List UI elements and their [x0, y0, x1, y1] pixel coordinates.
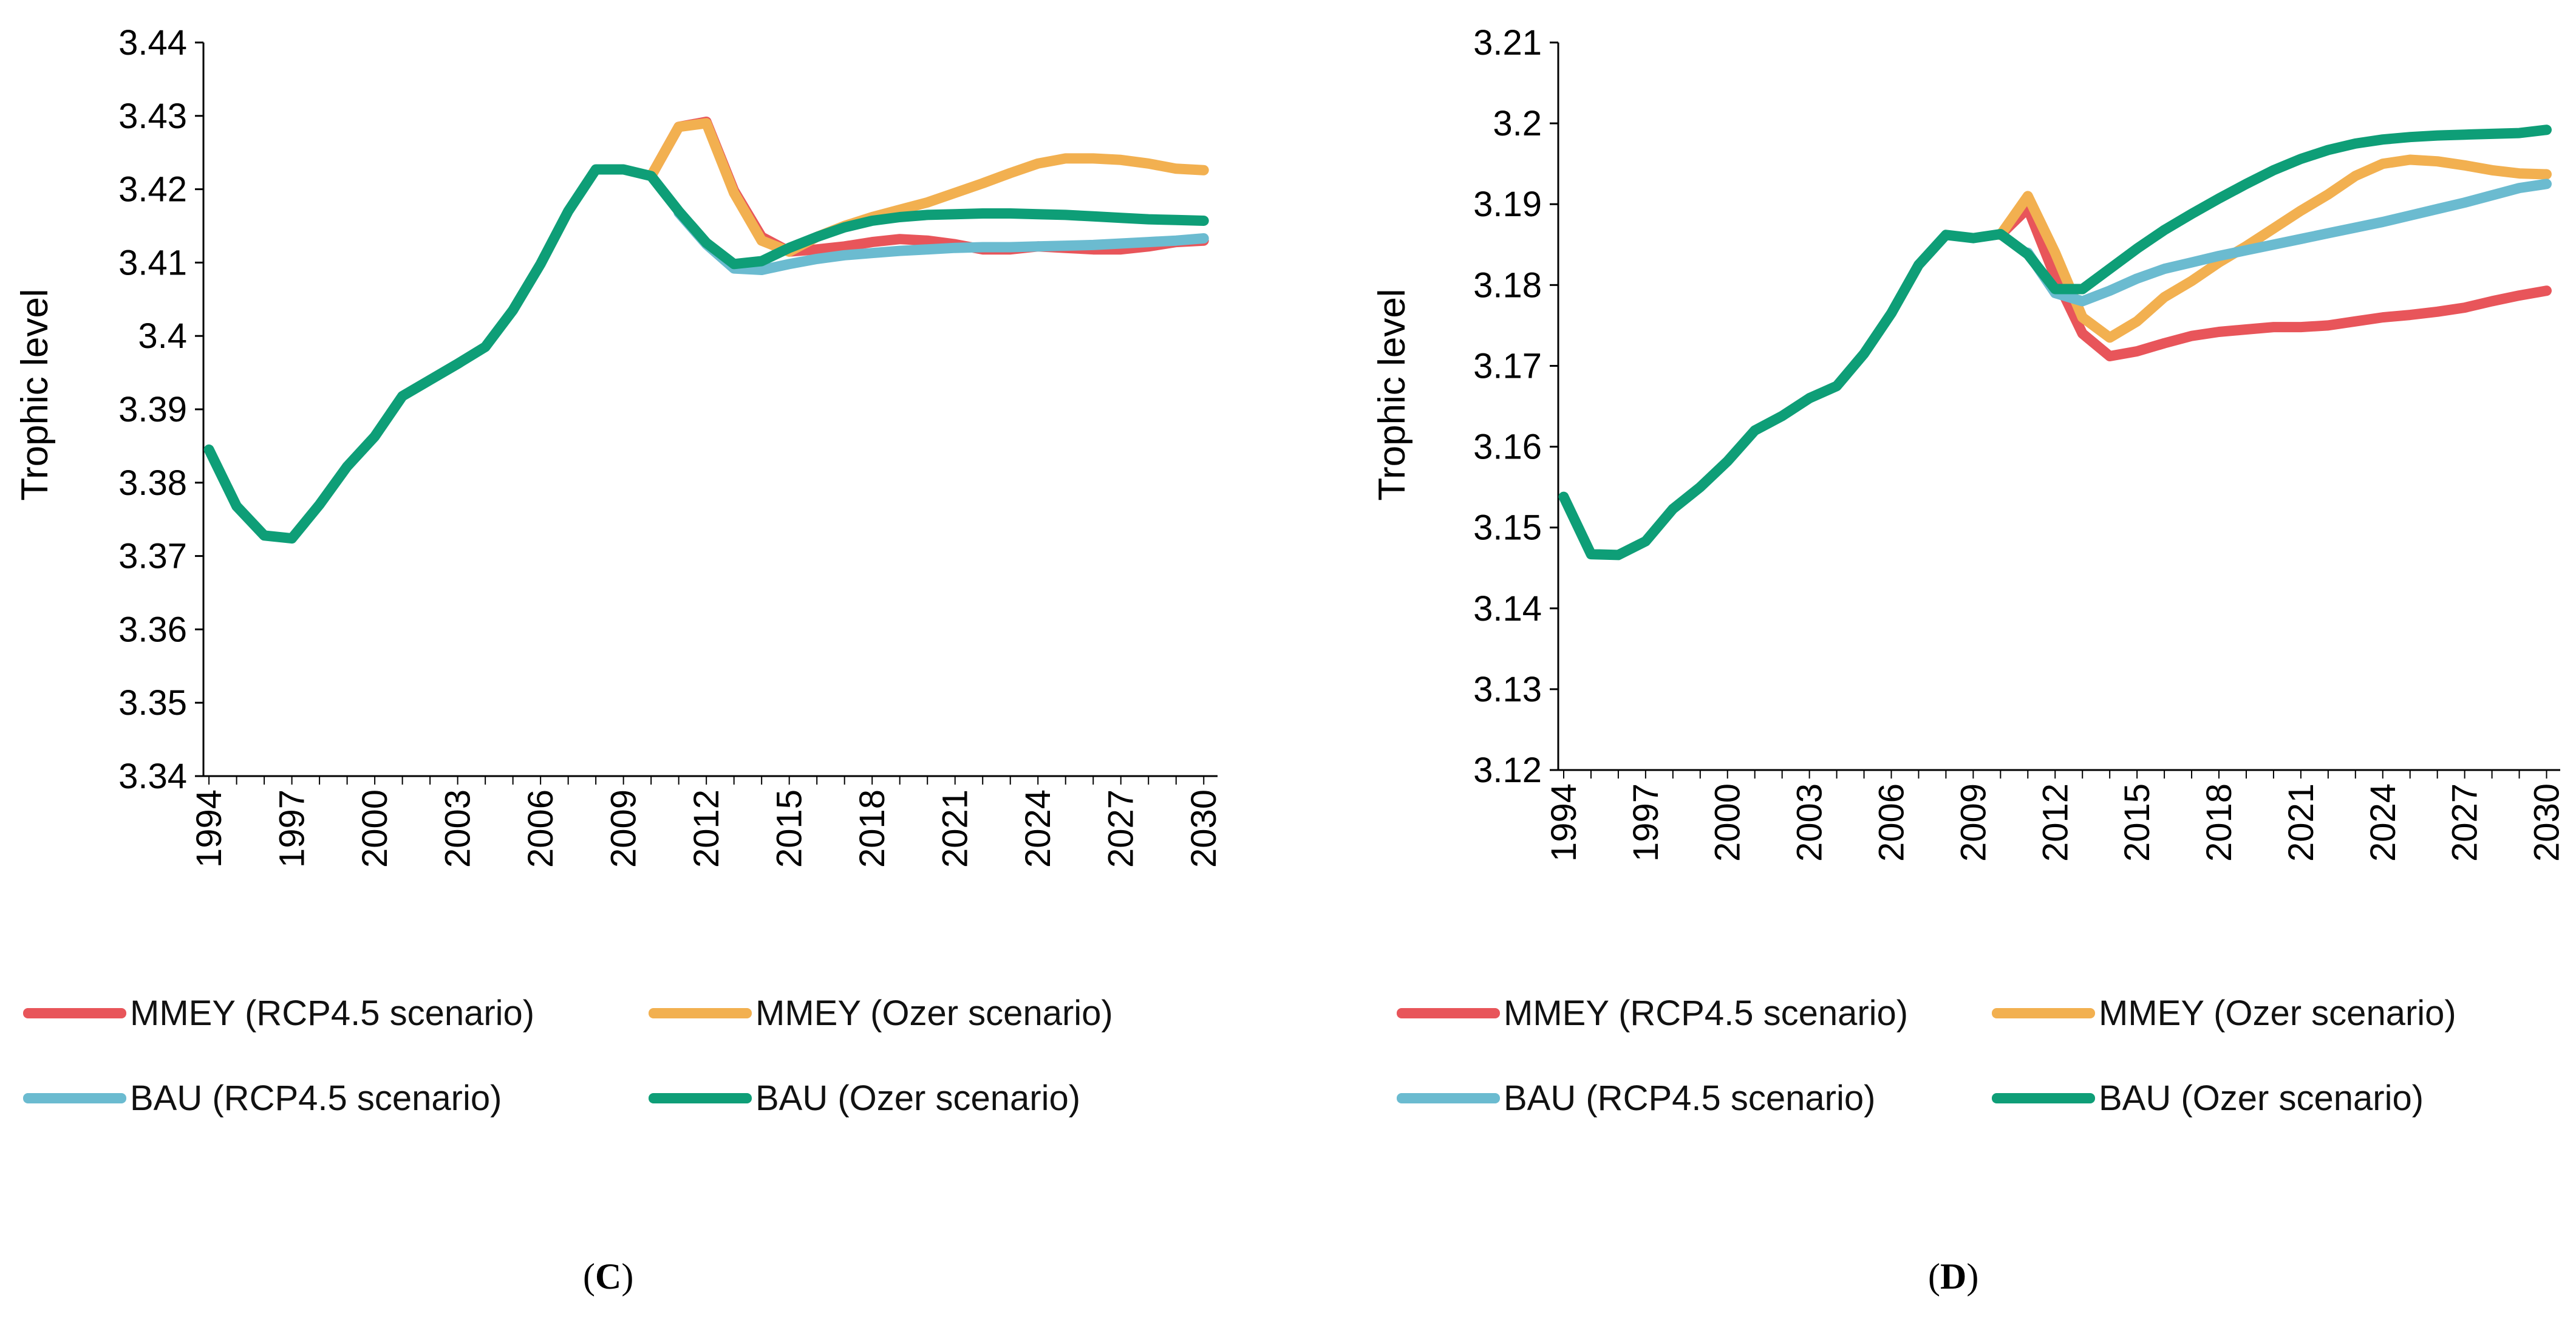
x-tick-label: 2030: [2527, 783, 2567, 862]
legend-swatch-bau-ozer: [1992, 1092, 2095, 1103]
series-line-bau-ozer: [203, 164, 1209, 544]
legend-label: MMEY (Ozer scenario): [2099, 993, 2456, 1033]
y-tick-label: 3.21: [1473, 23, 1542, 63]
x-tick-label: 1997: [1626, 783, 1666, 862]
x-tick-label: 2027: [1102, 789, 1141, 868]
y-tick-label: 3.4: [138, 316, 187, 356]
legend-label: MMEY (RCP4.5 scenario): [130, 993, 535, 1033]
y-tick-label: 3.44: [118, 23, 187, 63]
legend-item-bau-rcp-c: BAU (RCP4.5 scenario): [23, 1074, 502, 1122]
x-tick-label: 2009: [1954, 783, 1993, 862]
y-tick-label: 3.16: [1473, 428, 1542, 467]
legend-item-bau-ozer-d: BAU (Ozer scenario): [1992, 1074, 2424, 1122]
y-tick-label: 3.42: [118, 170, 187, 210]
legend-item-mmey-rcp-d: MMEY (RCP4.5 scenario): [1397, 989, 1908, 1037]
x-tick-label: 2003: [438, 789, 478, 868]
legend-label: BAU (Ozer scenario): [755, 1078, 1081, 1118]
series-line-bau-rcp: [673, 207, 1209, 275]
x-tick-label: 2024: [1018, 789, 1058, 868]
y-tick-label: 3.13: [1473, 670, 1542, 709]
legend-label: BAU (Ozer scenario): [2099, 1078, 2424, 1118]
x-tick-label: 2021: [2281, 783, 2321, 862]
legend-label: MMEY (Ozer scenario): [755, 993, 1113, 1033]
y-tick-label: 3.37: [118, 537, 187, 576]
legend-label: BAU (RCP4.5 scenario): [130, 1078, 502, 1118]
y-tick-label: 3.15: [1473, 508, 1542, 548]
y-tick-label: 3.2: [1493, 104, 1542, 143]
y-tick-label: 3.35: [118, 683, 187, 723]
chart-d-svg: Trophic level 3.123.133.143.153.163.173.…: [1371, 23, 2567, 862]
x-tick-label: 2006: [521, 789, 561, 868]
y-tick-label: 3.19: [1473, 185, 1542, 224]
panel-caption-d: (D): [1928, 1256, 1979, 1297]
chart-panel-c: Trophic level 3.34 3.35 3.36 3.37 3.38 3.39 3.…: [14, 23, 1224, 1297]
legend-swatch-mmey-ozer: [1992, 1007, 2095, 1018]
y-tick-label: 3.39: [118, 390, 187, 429]
legend-item-mmey-rcp-c: MMEY (RCP4.5 scenario): [23, 989, 534, 1037]
x-tick-label: 2027: [2445, 783, 2485, 862]
y-tick-label: 3.41: [118, 243, 187, 282]
x-tick-label: 1994: [1544, 783, 1584, 862]
x-tick-label: 2015: [770, 789, 809, 868]
series-line-mmey-ozer: [646, 118, 1209, 257]
x-tick-label: 2018: [853, 789, 892, 868]
x-tick-label: 2024: [2363, 783, 2403, 862]
x-tick-label: 2000: [355, 789, 395, 868]
legend-swatch-mmey-ozer: [649, 1007, 752, 1018]
y-tick-label: 3.36: [118, 610, 187, 649]
legend-label: BAU (RCP4.5 scenario): [1504, 1078, 1876, 1118]
x-tick-label: 2000: [1708, 783, 1748, 862]
y-tick-label: 3.12: [1473, 751, 1542, 790]
legend-swatch-bau-ozer: [649, 1092, 752, 1103]
x-tick-label: 2006: [1872, 783, 1912, 862]
y-tick-label: 3.18: [1473, 265, 1542, 305]
chart-panel-d: Trophic level 3.12 3.13 3.14 3.15 3.16 3.17 3.…: [1288, 0, 2576, 1336]
legend-item-mmey-ozer-d: MMEY (Ozer scenario): [1992, 989, 2456, 1037]
chart-c-svg: Trophic level 3.343.353.363.373.383.393.…: [14, 23, 1224, 868]
plot-area-d: 3.12 3.13 3.14 3.15 3.16 3.17 3.18 3.19 3.2 3.21 1…: [1473, 23, 2566, 862]
legend-swatch-mmey-rcp: [1397, 1007, 1500, 1018]
legend-swatch-mmey-rcp: [23, 1007, 126, 1018]
x-tick-label: 2018: [2199, 783, 2239, 862]
legend-item-mmey-ozer-c: MMEY (Ozer scenario): [649, 989, 1113, 1037]
x-tick-label: 2009: [604, 789, 644, 868]
x-tick-label: 2030: [1184, 789, 1224, 868]
x-tick-label: 2021: [936, 789, 975, 868]
y-axis-label-d: Trophic level: [1371, 288, 1413, 500]
legend-item-bau-rcp-d: BAU (RCP4.5 scenario): [1397, 1074, 1875, 1122]
x-tick-label: 2003: [1790, 783, 1830, 862]
x-tick-label: 2012: [687, 789, 726, 868]
x-tick-label: 2015: [2118, 783, 2157, 862]
plot-area-c: 3.34 3.35 3.36 3.37 3.38 3.39 3.4 3.41 3.42 3.43 3…: [118, 23, 1224, 868]
y-axis-label-c: Trophic level: [14, 288, 56, 500]
x-tick-label: 1994: [189, 789, 229, 868]
series-line-mmey-rcp: [1995, 203, 2552, 361]
y-tick-label: 3.38: [118, 463, 187, 503]
y-tick-label: 3.14: [1473, 589, 1542, 629]
series-line-bau-ozer: [1558, 124, 2552, 561]
legend-swatch-bau-rcp: [23, 1092, 126, 1103]
y-tick-label: 3.34: [118, 757, 187, 796]
x-tick-label: 1997: [273, 789, 312, 868]
series-line-mmey-ozer: [1995, 154, 2552, 343]
legend-swatch-bau-rcp: [1397, 1092, 1500, 1103]
y-tick-label: 3.43: [118, 97, 187, 136]
y-tick-label: 3.17: [1473, 346, 1542, 386]
legend-item-bau-ozer-c: BAU (Ozer scenario): [649, 1074, 1080, 1122]
series-line-bau-rcp: [2022, 179, 2552, 307]
x-tick-label: 2012: [2036, 783, 2075, 862]
panel-caption-c: (C): [583, 1256, 634, 1297]
legend-label: MMEY (RCP4.5 scenario): [1504, 993, 1909, 1033]
